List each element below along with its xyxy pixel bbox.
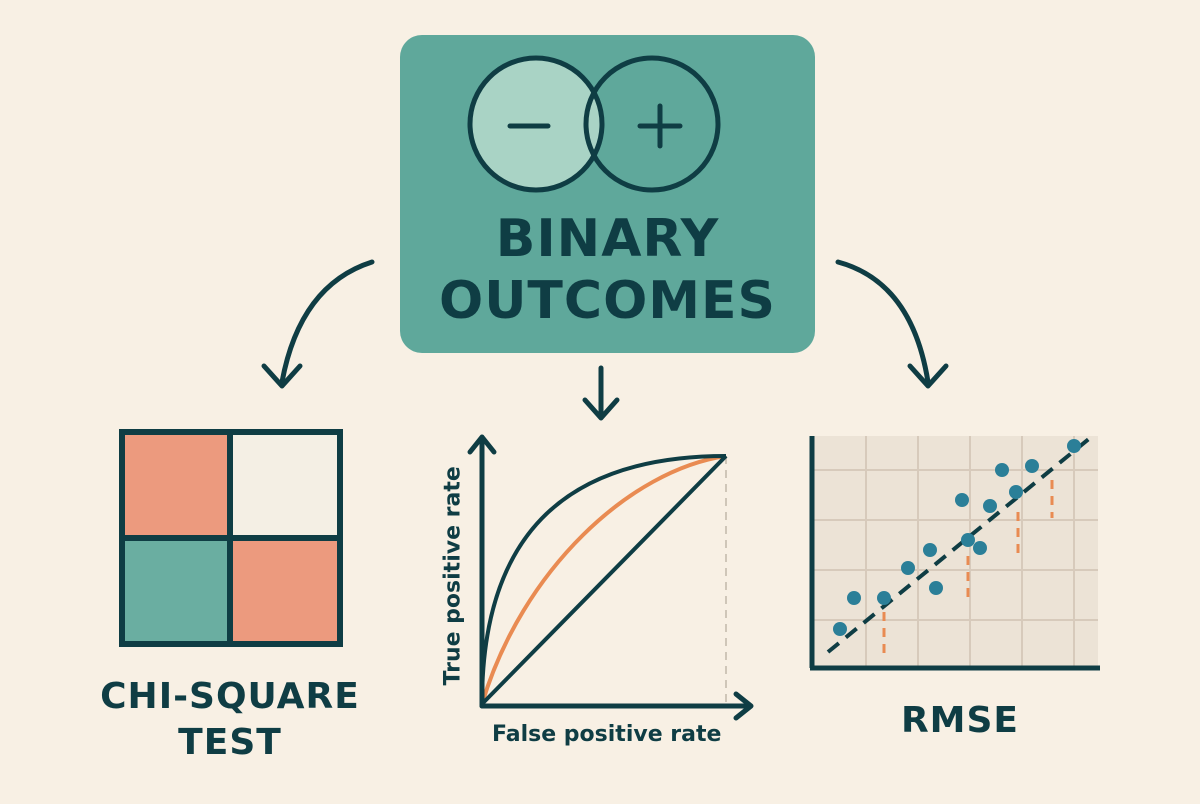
scatter-point [847,591,861,605]
arrow-left-icon [261,259,375,389]
scatter-point [1067,439,1081,453]
roc-orange-curve [480,454,727,705]
scatter-point [901,561,915,575]
roc-y-axis-label: True positive rate [440,466,466,686]
roc-dark-curve [480,454,727,705]
rmse-label: RMSE [900,700,1020,741]
scatter-point [955,493,969,507]
chi-square-label-line1: CHI-SQUARE [100,676,360,717]
scatter-point [983,499,997,513]
scatter-point [833,622,847,636]
fit-line [826,436,1092,654]
scatter-point [877,591,891,605]
residual-scatter-icon [809,436,1100,671]
arrow-right-icon [835,259,949,389]
scatter-point [995,463,1009,477]
contingency-table-icon [119,429,343,647]
scatter-point [1025,459,1039,473]
overlapping-circles-icon [467,55,721,193]
chi-square-label-line2: TEST [178,722,282,763]
center-title-line1: BINARY [495,209,720,269]
center-title-line2: OUTCOMES [439,271,776,331]
arrow-center-icon [582,365,620,421]
roc-curve-icon [467,434,754,721]
scatter-point [961,533,975,547]
scatter-point [973,541,987,555]
scatter-point [929,581,943,595]
positive-circle [583,55,721,193]
plus-sign-icon [637,103,683,149]
roc-x-axis-label: False positive rate [492,722,722,747]
scatter-point [1009,485,1023,499]
scatter-point [923,543,937,557]
roc-diagonal [480,454,728,706]
